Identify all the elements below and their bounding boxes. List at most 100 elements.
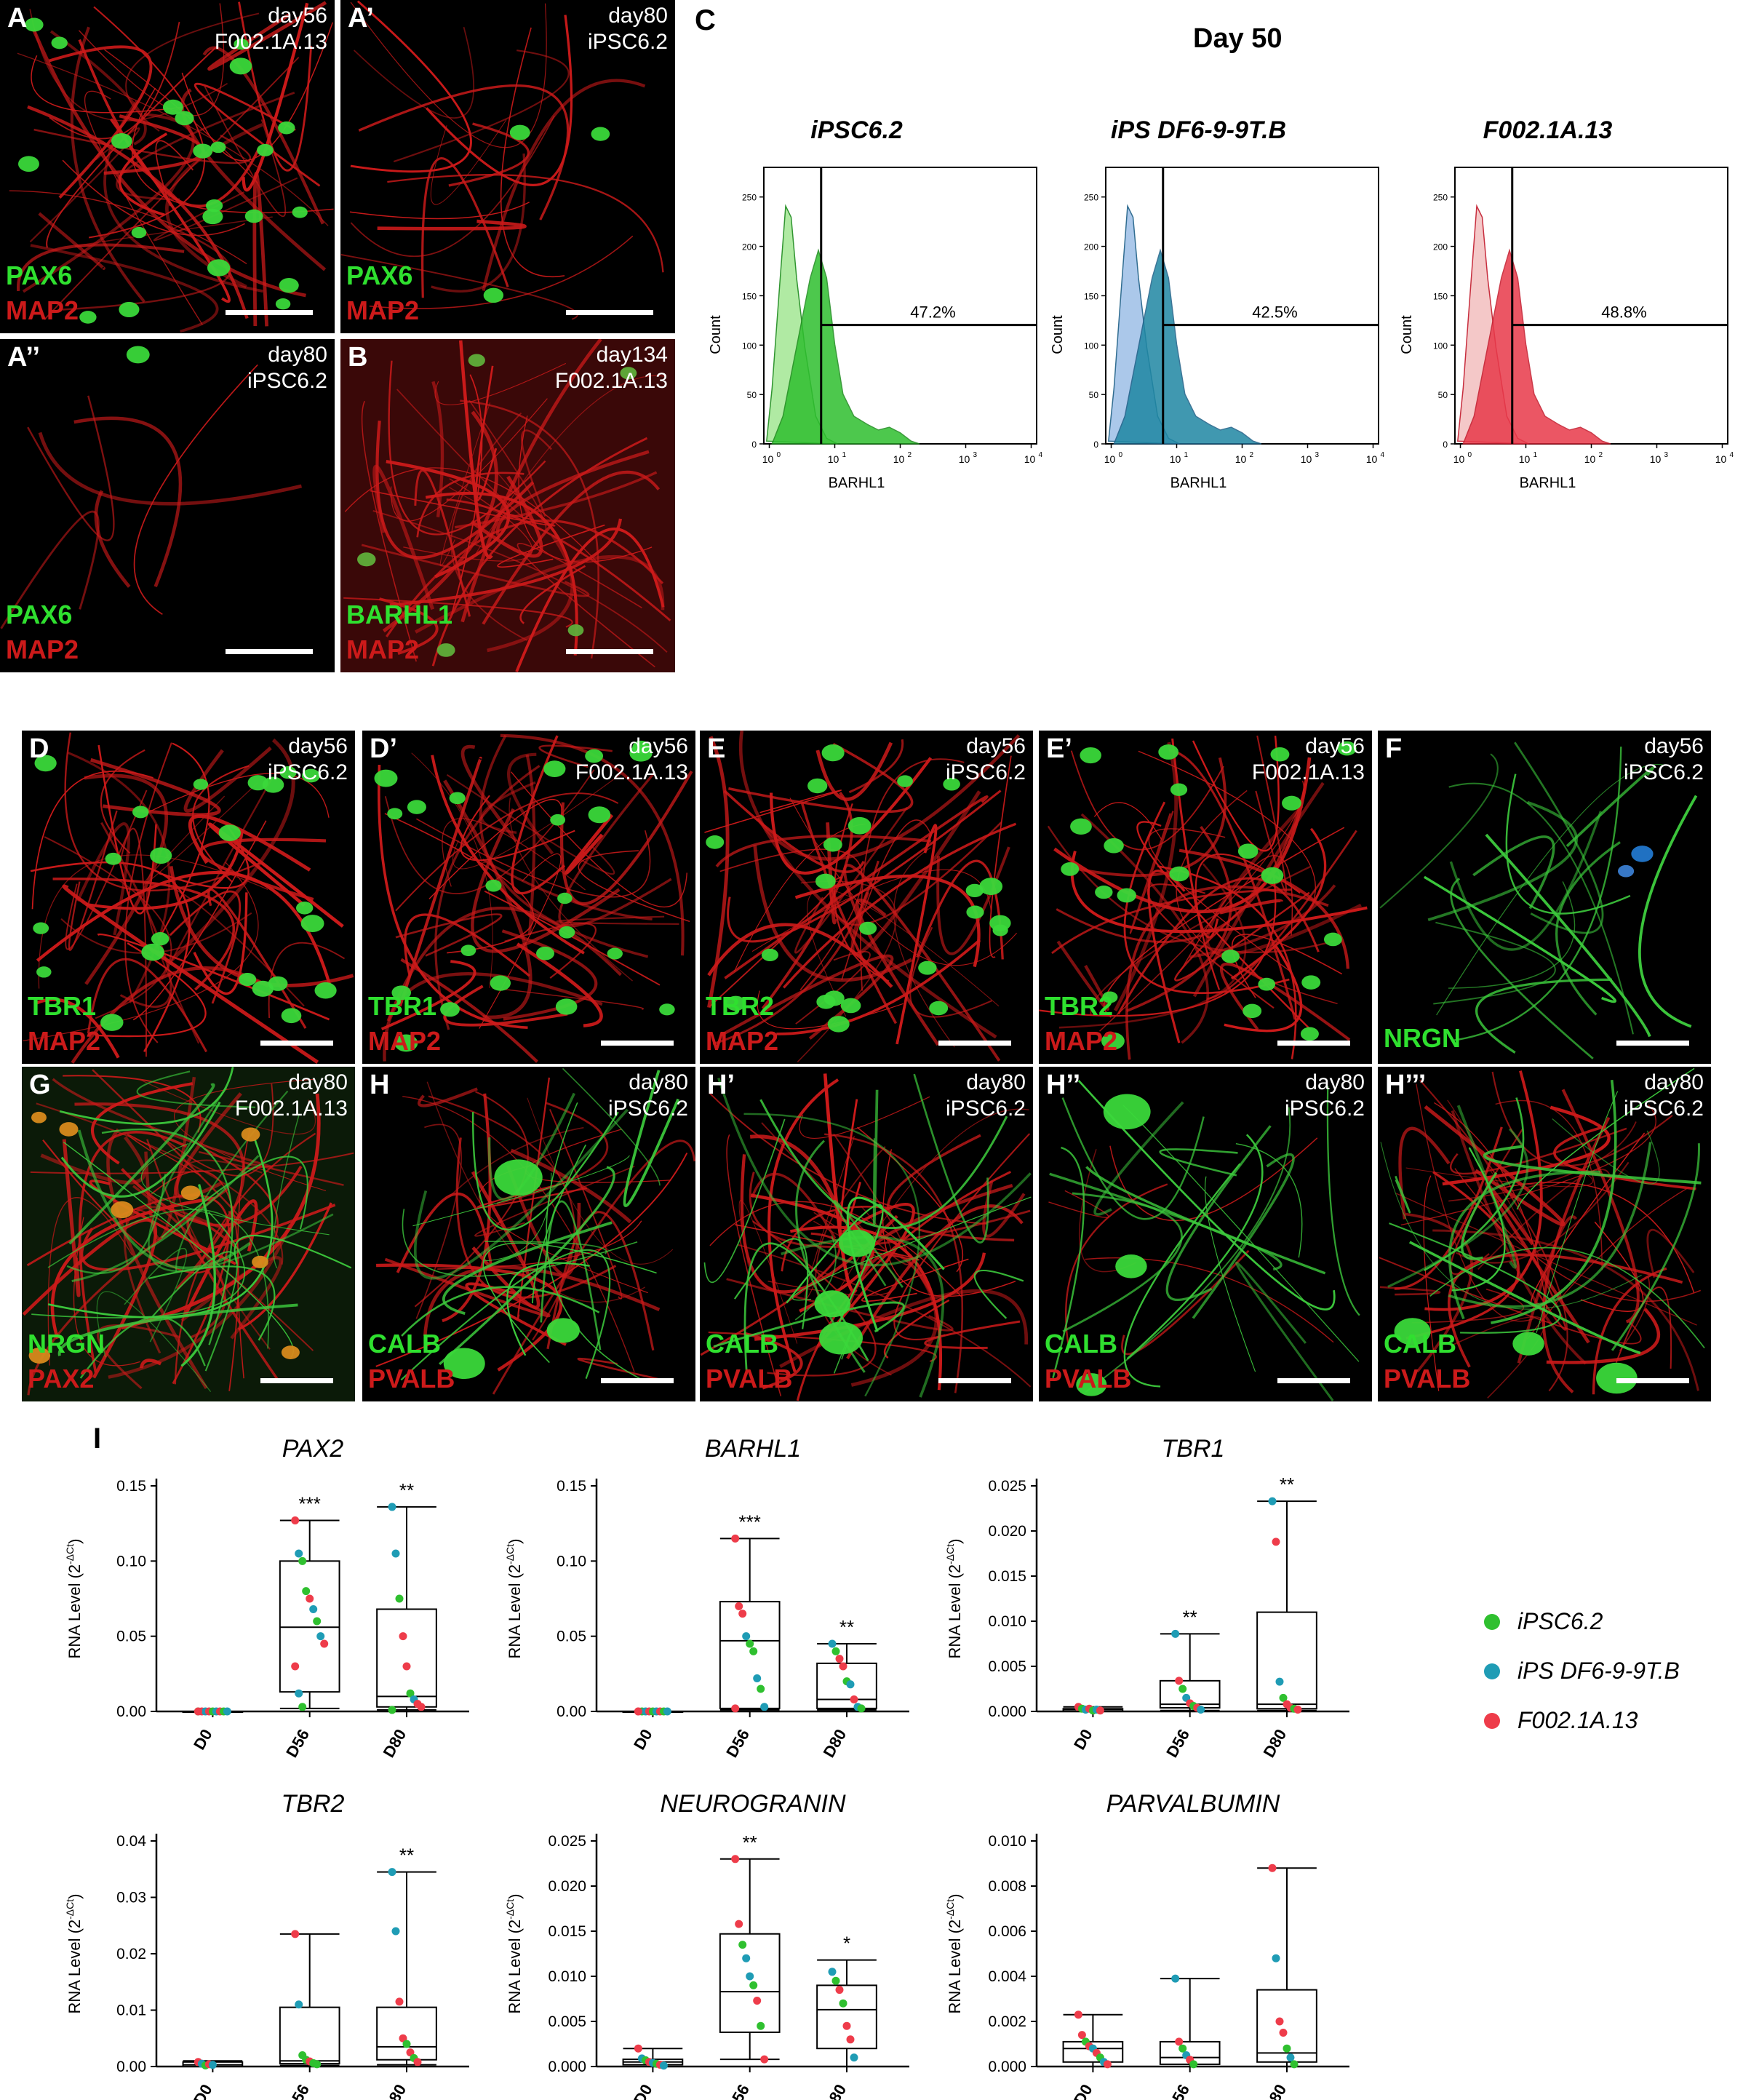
scale-bar [1277, 1378, 1350, 1383]
plot-title: TBR1 [1162, 1435, 1225, 1463]
panel-cell-line: iPSC6.2 [1623, 1097, 1704, 1121]
flow-y-tick: 150 [742, 291, 757, 301]
panel-info: day56 F002.1A.13 [575, 733, 688, 786]
panel-day: day80 [1305, 1070, 1365, 1094]
micrograph-texture [1378, 731, 1711, 1064]
data-point [388, 1706, 396, 1714]
y-tick-label: 0.002 [988, 2013, 1026, 2030]
marker-red: PVALB [706, 1364, 793, 1393]
y-axis-label: RNA Level (2-ΔCt) [944, 1894, 964, 2014]
box [1159, 1978, 1221, 2067]
micrograph-texture [22, 731, 355, 1064]
legend-item: iPSC6.2 [1484, 1608, 1603, 1635]
box-plot-neurogranin: NEUROGRANIN 0.000 0.005 0.010 0.015 0.020 0.02… [504, 1790, 909, 2100]
marker-red: MAP2 [6, 635, 79, 664]
x-tick-label: D56 [282, 2081, 313, 2100]
data-point [1293, 1706, 1302, 1714]
panel-info: day80 iPSC6.2 [946, 1070, 1026, 1122]
micrograph-texture [0, 0, 335, 333]
y-axis-label: RNA Level (2-ΔCt) [64, 1894, 84, 2014]
data-point [320, 1639, 329, 1648]
micrograph-texture [340, 0, 675, 333]
data-point [663, 1707, 671, 1716]
data-point [831, 1647, 840, 1655]
y-tick-label: 0.025 [988, 1478, 1026, 1495]
marker-red: PVALB [368, 1364, 455, 1393]
micrograph-texture [700, 731, 1033, 1064]
data-point [1286, 2053, 1295, 2062]
marker-green: NRGN [28, 1329, 105, 1359]
data-point [749, 1981, 758, 1989]
data-point [298, 1703, 307, 1711]
x-tick-label: D0 [190, 1726, 216, 1753]
flow-y-tick: 0 [1443, 440, 1448, 450]
data-point [1275, 1677, 1284, 1686]
flow-y-tick: 0 [1093, 440, 1098, 450]
marker-green: CALB [368, 1329, 441, 1359]
box-plot-pax2: PAX2 0.00 0.05 0.10 0.15 RNA Level (2-ΔCt) D0 D… [64, 1435, 469, 1760]
panel-cell-line: iPSC6.2 [1284, 1097, 1365, 1121]
data-point [738, 1610, 747, 1618]
plot-title: PAX2 [282, 1435, 344, 1463]
data-point [839, 1662, 847, 1671]
y-tick-label: 0.03 [116, 1890, 146, 1906]
flow-x-tick: 10 [1170, 453, 1181, 465]
significance-marker: * [843, 1933, 850, 1954]
data-point [1279, 1693, 1288, 1702]
data-point [391, 1549, 400, 1558]
data-point [1171, 1974, 1180, 1983]
panel-day: day80 [268, 343, 327, 367]
flow-x-tick: 10 [959, 453, 970, 465]
panel-info: day134 F002.1A.13 [555, 342, 668, 394]
marker-red: PVALB [1384, 1364, 1471, 1393]
flow-x-label: BARHL1 [1520, 475, 1576, 491]
data-point [1197, 1706, 1205, 1714]
flow-y-tick: 50 [1089, 390, 1099, 400]
data-point [316, 1632, 325, 1641]
y-tick-label: 0.000 [548, 2059, 586, 2075]
legend-item: iPS DF6-9-9T.B [1484, 1658, 1680, 1685]
gate-percent: 47.2% [910, 303, 955, 322]
marker-green: NRGN [1384, 1023, 1461, 1053]
flow-x-tick: 10 [1104, 453, 1116, 465]
gate-percent: 48.8% [1601, 303, 1646, 322]
data-point [746, 1639, 754, 1648]
micrograph-texture [1378, 1067, 1711, 1401]
flow-panel-title: iPSC6.2 [810, 116, 903, 144]
micrograph-h4: H’’’ day80 iPSC6.2 CALB PVALB [1378, 1067, 1711, 1401]
panel-info: day56 iPSC6.2 [268, 733, 348, 786]
scale-bar [1616, 1041, 1689, 1046]
marker-green: CALB [706, 1329, 778, 1359]
significance-marker: ** [839, 1616, 854, 1638]
y-tick-label: 0.00 [116, 2059, 146, 2075]
x-tick-label: D80 [1259, 1726, 1290, 1760]
y-tick-label: 0.006 [988, 1923, 1026, 1940]
flow-x-label: BARHL1 [829, 475, 885, 491]
flow-panel-title: F002.1A.13 [1483, 116, 1613, 144]
data-point [402, 1662, 411, 1671]
flow-y-tick: 100 [1433, 341, 1448, 351]
x-tick-label: D80 [819, 2081, 850, 2100]
flow-x-tick: 10 [893, 453, 905, 465]
flow-x-tick-exponent: 4 [1730, 451, 1734, 459]
legend-item: F002.1A.13 [1484, 1707, 1638, 1734]
micrograph-texture [362, 731, 695, 1064]
data-point [1272, 1538, 1280, 1546]
data-point [1272, 1954, 1280, 1962]
scale-bar [566, 649, 653, 654]
micrograph-texture [362, 1067, 695, 1401]
panel-letter: H’’’ [1385, 1070, 1427, 1100]
flow-y-tick: 200 [1084, 242, 1098, 252]
data-point [842, 2021, 851, 2030]
data-point [291, 1516, 300, 1525]
flow-x-tick: 10 [1024, 453, 1036, 465]
box-plot-tbr2: TBR2 0.00 0.01 0.02 0.03 0.04 RNA Level (2-ΔCt… [64, 1790, 469, 2100]
marker-red: MAP2 [6, 295, 79, 325]
data-point [735, 1920, 743, 1928]
histogram-stained [771, 248, 920, 445]
significance-marker: ** [1183, 1606, 1197, 1628]
y-tick-label: 0.00 [116, 1703, 146, 1720]
